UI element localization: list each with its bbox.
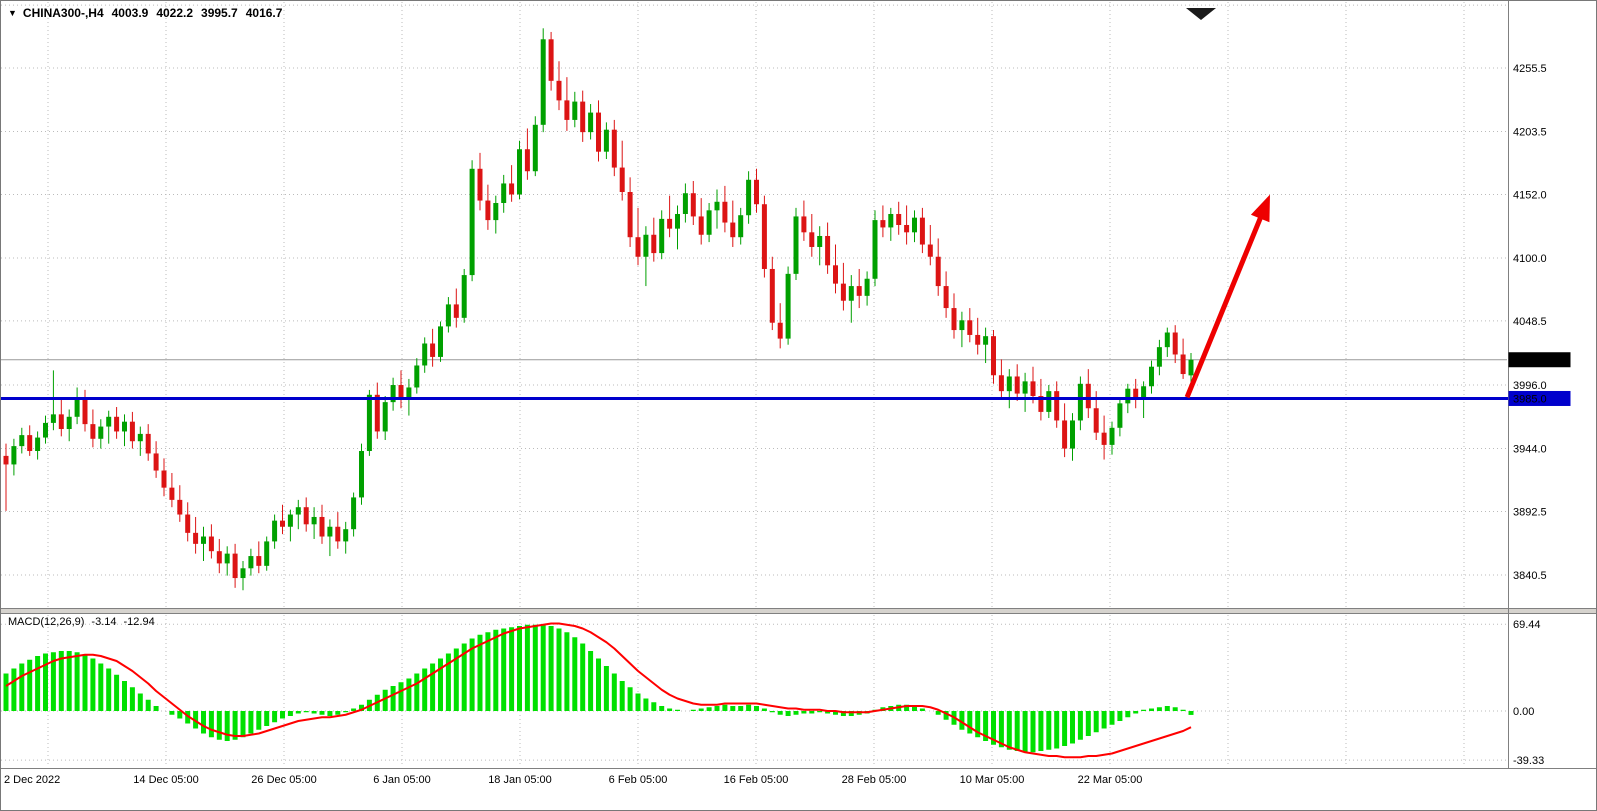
price-tick-label: 4100.0 — [1513, 253, 1547, 265]
price-tick-label: 3892.5 — [1513, 506, 1547, 518]
one-click-trading-icon[interactable]: ▼ — [8, 8, 17, 18]
time-tick-label: 18 Jan 05:00 — [488, 774, 552, 786]
symbol-period-label: CHINA300-,H4 — [22, 6, 104, 20]
price-tick-label: 3840.5 — [1513, 570, 1547, 582]
macd-indicator-label: MACD(12,26,9) -3.14 -12.94 — [8, 616, 155, 628]
gridlines — [1, 2, 1507, 767]
time-tick-label: 14 Dec 05:00 — [133, 774, 198, 786]
ohlc-open: 4003.9 — [111, 6, 149, 20]
price-scale[interactable]: 4255.5 4203.5 4152.0 4100.0 4048.5 3996.0 3944… — [1513, 63, 1547, 582]
time-tick-label: 2 Dec 2022 — [4, 774, 60, 786]
current-price-badge: 4016.7 — [1508, 352, 1571, 368]
price-tick-label: 3996.0 — [1513, 380, 1547, 392]
time-tick-label: 6 Feb 05:00 — [609, 774, 668, 786]
macd-main-value: -3.14 — [91, 616, 117, 628]
time-tick-label: 16 Feb 05:00 — [724, 774, 789, 786]
price-tick-label: 4048.5 — [1513, 316, 1547, 328]
ohlc-close: 4016.7 — [245, 6, 283, 20]
price-tick-label: 4255.5 — [1513, 63, 1547, 75]
time-tick-label: 22 Mar 05:00 — [1078, 774, 1143, 786]
ohlc-low: 3995.7 — [201, 6, 238, 20]
macd-tick-label: -39.33 — [1513, 755, 1544, 767]
level-price-badge[interactable]: 3985.0 — [1508, 390, 1571, 406]
svg-text:3985.0: 3985.0 — [1513, 393, 1547, 405]
macd-scale[interactable]: 69.44 0.00 -39.33 — [1513, 619, 1544, 767]
candles-layer — [3, 28, 1194, 591]
info-bar: ▼ CHINA300-,H4 4003.9 4022.2 3995.7 4016.7 — [8, 6, 282, 20]
macd-signal-line — [5, 622, 1192, 759]
time-tick-label: 6 Jan 05:00 — [373, 774, 431, 786]
chart-shift-marker[interactable] — [1186, 8, 1216, 20]
macd-histogram — [3, 624, 1194, 753]
svg-text:4016.7: 4016.7 — [1513, 355, 1547, 367]
macd-name: MACD(12,26,9) — [8, 616, 85, 628]
macd-tick-label: 69.44 — [1513, 619, 1541, 631]
price-tick-label: 4152.0 — [1513, 189, 1547, 201]
time-tick-label: 10 Mar 05:00 — [960, 774, 1025, 786]
price-tick-label: 4203.5 — [1513, 127, 1547, 139]
time-tick-label: 26 Dec 05:00 — [251, 774, 316, 786]
macd-tick-label: 0.00 — [1513, 706, 1534, 718]
macd-signal-value: -12.94 — [123, 616, 155, 628]
trend-arrow[interactable] — [1184, 194, 1270, 399]
time-axis[interactable]: 2 Dec 2022 14 Dec 05:00 26 Dec 05:00 6 Jan … — [4, 774, 1142, 786]
time-tick-label: 28 Feb 05:00 — [842, 774, 907, 786]
ohlc-high: 4022.2 — [156, 6, 194, 20]
price-tick-label: 3944.0 — [1513, 444, 1547, 456]
panel-separator[interactable] — [0, 608, 1597, 614]
